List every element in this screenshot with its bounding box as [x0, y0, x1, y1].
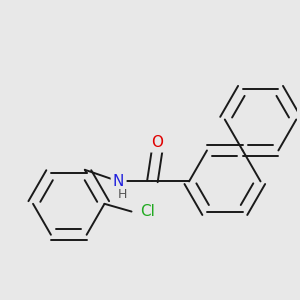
- Text: H: H: [118, 188, 127, 201]
- Text: N: N: [113, 174, 124, 189]
- Text: O: O: [151, 135, 163, 150]
- Text: Cl: Cl: [140, 204, 155, 219]
